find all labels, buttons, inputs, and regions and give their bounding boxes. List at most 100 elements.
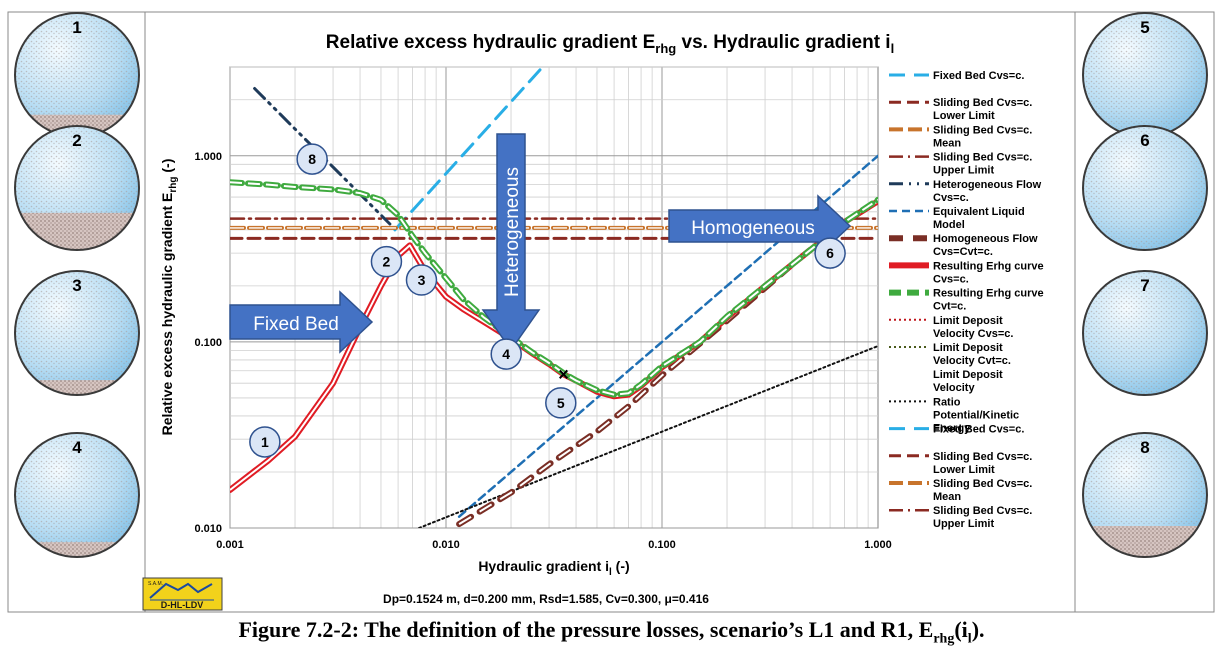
annotation-6: 6 <box>814 237 846 269</box>
y-tick-label: 0.010 <box>194 523 222 535</box>
annotation-4: 4 <box>490 338 522 370</box>
pipe-outline <box>1082 270 1208 396</box>
legend-entry: Sliding Bed Cvs=c. Upper Limit <box>933 152 1032 177</box>
x-tick-label: 0.010 <box>432 539 460 551</box>
annotation-2: 2 <box>370 245 403 278</box>
series-line <box>418 345 878 528</box>
pipe-label: 7 <box>1140 276 1149 295</box>
axis-ticks: 0.001 0.010 0.100 1.000 0.010 0.100 1.000 <box>194 151 891 551</box>
legend-entry-line: Upper Limit <box>933 165 994 177</box>
caption-sub: rhg <box>933 631 955 647</box>
pipe-label: 3 <box>72 276 81 295</box>
fixed-bed-arrow: Fixed Bed <box>229 290 374 354</box>
legend-entry-line: Sliding Bed Cvs=c. <box>933 505 1032 517</box>
legend-entry: Equivalent Liquid Model <box>933 206 1025 231</box>
y-tick-label: 1.000 <box>194 151 222 163</box>
legend-entry: Sliding Bed Cvs=c. Mean <box>933 124 1032 149</box>
pipe-label: 5 <box>1140 18 1149 37</box>
annotation-8: 8 <box>296 143 328 175</box>
x-axis-label: Hydraulic gradient il (-) <box>478 558 629 578</box>
x-tick-label: 1.000 <box>864 539 892 551</box>
legend-entry-line: Resulting Erhg curve <box>933 288 1044 300</box>
legend-entry-line: Potential/Kinetic <box>933 409 1019 421</box>
series-line <box>393 67 545 232</box>
legend-entry-line: Mean <box>933 137 961 149</box>
annotation-circle <box>249 426 281 458</box>
pipe-label: 1 <box>72 18 81 37</box>
legend-entry-line: Sliding Bed Cvs=c. <box>933 152 1032 164</box>
annotation-5: 5 <box>545 387 577 419</box>
x-axis-label-sub: l <box>609 567 612 578</box>
legend-entry-line: Cvs=c. <box>933 273 969 285</box>
pipe-image-2: 2 <box>14 125 140 251</box>
legend-entry: Fixed Bed Cvs=c. <box>933 70 1024 82</box>
y-tick-label: 0.100 <box>194 337 222 349</box>
y-axis-label-sub: rhg <box>168 177 179 193</box>
legend-entry: Homogeneous Flow Cvs=Cvt=c. <box>933 233 1038 258</box>
y-axis-label-main: Relative excess hydraulic gradient E <box>159 193 175 436</box>
annotation-circle <box>545 387 577 419</box>
footer-parameters: Dp=0.1524 m, d=0.200 mm, Rsd=1.585, Cv=0… <box>383 592 709 606</box>
legend-entry-line: Lower Limit <box>933 464 995 476</box>
pipe-image-4: 4 <box>14 432 140 558</box>
legend-entry-line: Sliding Bed Cvs=c. <box>933 478 1032 490</box>
legend-entry-line: Limit Deposit <box>933 369 1003 381</box>
pipe-image-1: 1 <box>14 12 140 138</box>
pipe-cross-sections: 1 2 3 4 5 6 7 8 <box>14 12 1208 558</box>
pipe-label: 8 <box>1140 438 1149 457</box>
legend-entry: Fixed Bed Cvs=c. <box>933 424 1024 436</box>
legend-entry-line: Cvs=Cvt=c. <box>933 246 993 258</box>
heterogeneous-arrow: Heterogeneous <box>481 133 541 352</box>
pipe-outline <box>14 432 140 558</box>
legend-entry: Limit Deposit Velocity <box>933 369 1003 394</box>
pipe-image-7: 7 <box>1082 270 1208 396</box>
pipe-outline <box>14 125 140 251</box>
legend-entry-line: Resulting Erhg curve <box>933 260 1044 272</box>
pipe-label: 4 <box>72 438 82 457</box>
caption-main: Figure 7.2-2: The definition of the pres… <box>238 617 934 642</box>
legend-entry: Sliding Bed Cvs=c. Upper Limit <box>933 505 1032 530</box>
legend-entry: Sliding Bed Cvs=c. Lower Limit <box>933 451 1032 476</box>
legend-entry-line: Limit Deposit <box>933 315 1003 327</box>
legend-entry-line: Mean <box>933 491 961 503</box>
x-axis-label-main: Hydraulic gradient i <box>478 558 609 574</box>
legend-entry: Limit Deposit Velocity Cvt=c. <box>933 342 1011 367</box>
legend-entry: Ratio Potential/Kinetic Energy <box>933 396 1019 434</box>
chart-title-sub2: l <box>891 41 895 56</box>
y-axis-label: Relative excess hydraulic gradient Erhg … <box>159 159 179 436</box>
pipe-image-8: 8 <box>1082 432 1208 558</box>
chart-title-main: Relative excess hydraulic gradient E <box>326 32 656 53</box>
logo-small-text: S.A.M. <box>148 581 163 587</box>
x-axis-label-unit: (-) <box>612 558 630 574</box>
legend-entry-line: Energy <box>933 422 971 434</box>
legend-entry-line: Sliding Bed Cvs=c. <box>933 124 1032 136</box>
annotation-label: 5 <box>557 395 565 411</box>
legend-entry-line: Model <box>933 219 965 231</box>
legend-entry-line: Limit Deposit <box>933 342 1003 354</box>
annotation-label: 8 <box>308 151 316 167</box>
legend-entry-line: Lower Limit <box>933 110 995 122</box>
y-axis-label-unit: (-) <box>159 159 175 177</box>
legend-entry: Sliding Bed Cvs=c. Mean <box>933 478 1032 503</box>
legend-entry-line: Fixed Bed Cvs=c. <box>933 70 1024 82</box>
legend-entry-line: Cvt=c. <box>933 301 966 313</box>
homogeneous-arrow: Homogeneous <box>668 194 852 258</box>
annotation-3: 3 <box>405 264 438 296</box>
region-label-homogeneous: Homogeneous <box>691 218 815 239</box>
annotation-label: 2 <box>383 254 391 270</box>
legend-entry-line: Homogeneous Flow <box>933 233 1038 245</box>
annotation-circle <box>814 237 846 269</box>
figure-caption: Figure 7.2-2: The definition of the pres… <box>0 617 1223 647</box>
logo-text: D-HL-LDV <box>161 600 204 610</box>
legend-entry-line: Sliding Bed Cvs=c. <box>933 97 1032 109</box>
pipe-outline <box>14 270 140 396</box>
region-label-fixed-bed: Fixed Bed <box>253 314 339 335</box>
legend-entry: Heterogeneous Flow Cvs=c. <box>933 179 1042 204</box>
annotation-label: 1 <box>261 434 269 450</box>
legend-entry-line: Heterogeneous Flow <box>933 179 1042 191</box>
annotation-circle <box>490 338 522 370</box>
pipe-label: 6 <box>1140 131 1149 150</box>
pipe-image-5: 5 <box>1082 12 1208 138</box>
pipe-outline <box>1082 125 1208 251</box>
